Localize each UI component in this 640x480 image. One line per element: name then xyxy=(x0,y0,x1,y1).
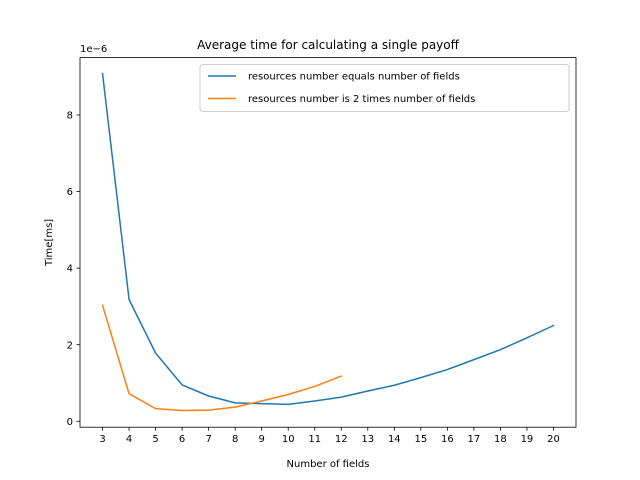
plot-series xyxy=(101,72,555,412)
x-tick-label: 4 xyxy=(126,434,132,445)
x-tick-label: 5 xyxy=(152,434,158,445)
chart-title: Average time for calculating a single pa… xyxy=(197,38,460,52)
x-tick-label: 8 xyxy=(232,434,238,445)
y-offset-label: 1e−6 xyxy=(80,44,107,55)
y-tick-label: 8 xyxy=(67,111,73,122)
legend: resources number equals number of fields… xyxy=(199,64,570,112)
x-tick-label: 14 xyxy=(388,434,401,445)
x-tick-label: 7 xyxy=(205,434,211,445)
x-tick-label: 9 xyxy=(259,434,265,445)
x-tick-label: 11 xyxy=(308,434,321,445)
y-tick-label: 0 xyxy=(67,417,73,428)
legend-label-1: resources number equals number of fields xyxy=(248,72,460,83)
plot-frame xyxy=(79,57,577,428)
y-tick-label: 2 xyxy=(67,340,73,351)
x-axis: 3 4 5 6 7 8 9 10 11 12 13 14 15 16 17 18 19 20 xyxy=(99,427,560,445)
legend-label-2: resources number is 2 times number of fi… xyxy=(248,94,475,105)
series-line-2 xyxy=(101,304,343,412)
y-tick-label: 4 xyxy=(67,264,73,275)
x-tick-label: 16 xyxy=(441,434,454,445)
x-tick-label: 3 xyxy=(99,434,105,445)
x-tick-label: 15 xyxy=(414,434,427,445)
x-tick-label: 6 xyxy=(179,434,185,445)
x-tick-label: 13 xyxy=(361,434,374,445)
x-axis-label: Number of fields xyxy=(287,459,370,470)
y-axis: 0 2 4 6 8 xyxy=(67,111,80,428)
x-tick-label: 18 xyxy=(494,434,507,445)
x-tick-label: 10 xyxy=(282,434,295,445)
x-tick-label: 12 xyxy=(335,434,348,445)
x-tick-label: 17 xyxy=(468,434,481,445)
series-line-1 xyxy=(101,72,555,406)
x-tick-label: 19 xyxy=(521,434,534,445)
y-axis-label: Time[ms] xyxy=(44,219,55,267)
x-tick-label: 20 xyxy=(547,434,560,445)
y-tick-label: 6 xyxy=(67,187,73,198)
legend-frame xyxy=(199,64,570,112)
